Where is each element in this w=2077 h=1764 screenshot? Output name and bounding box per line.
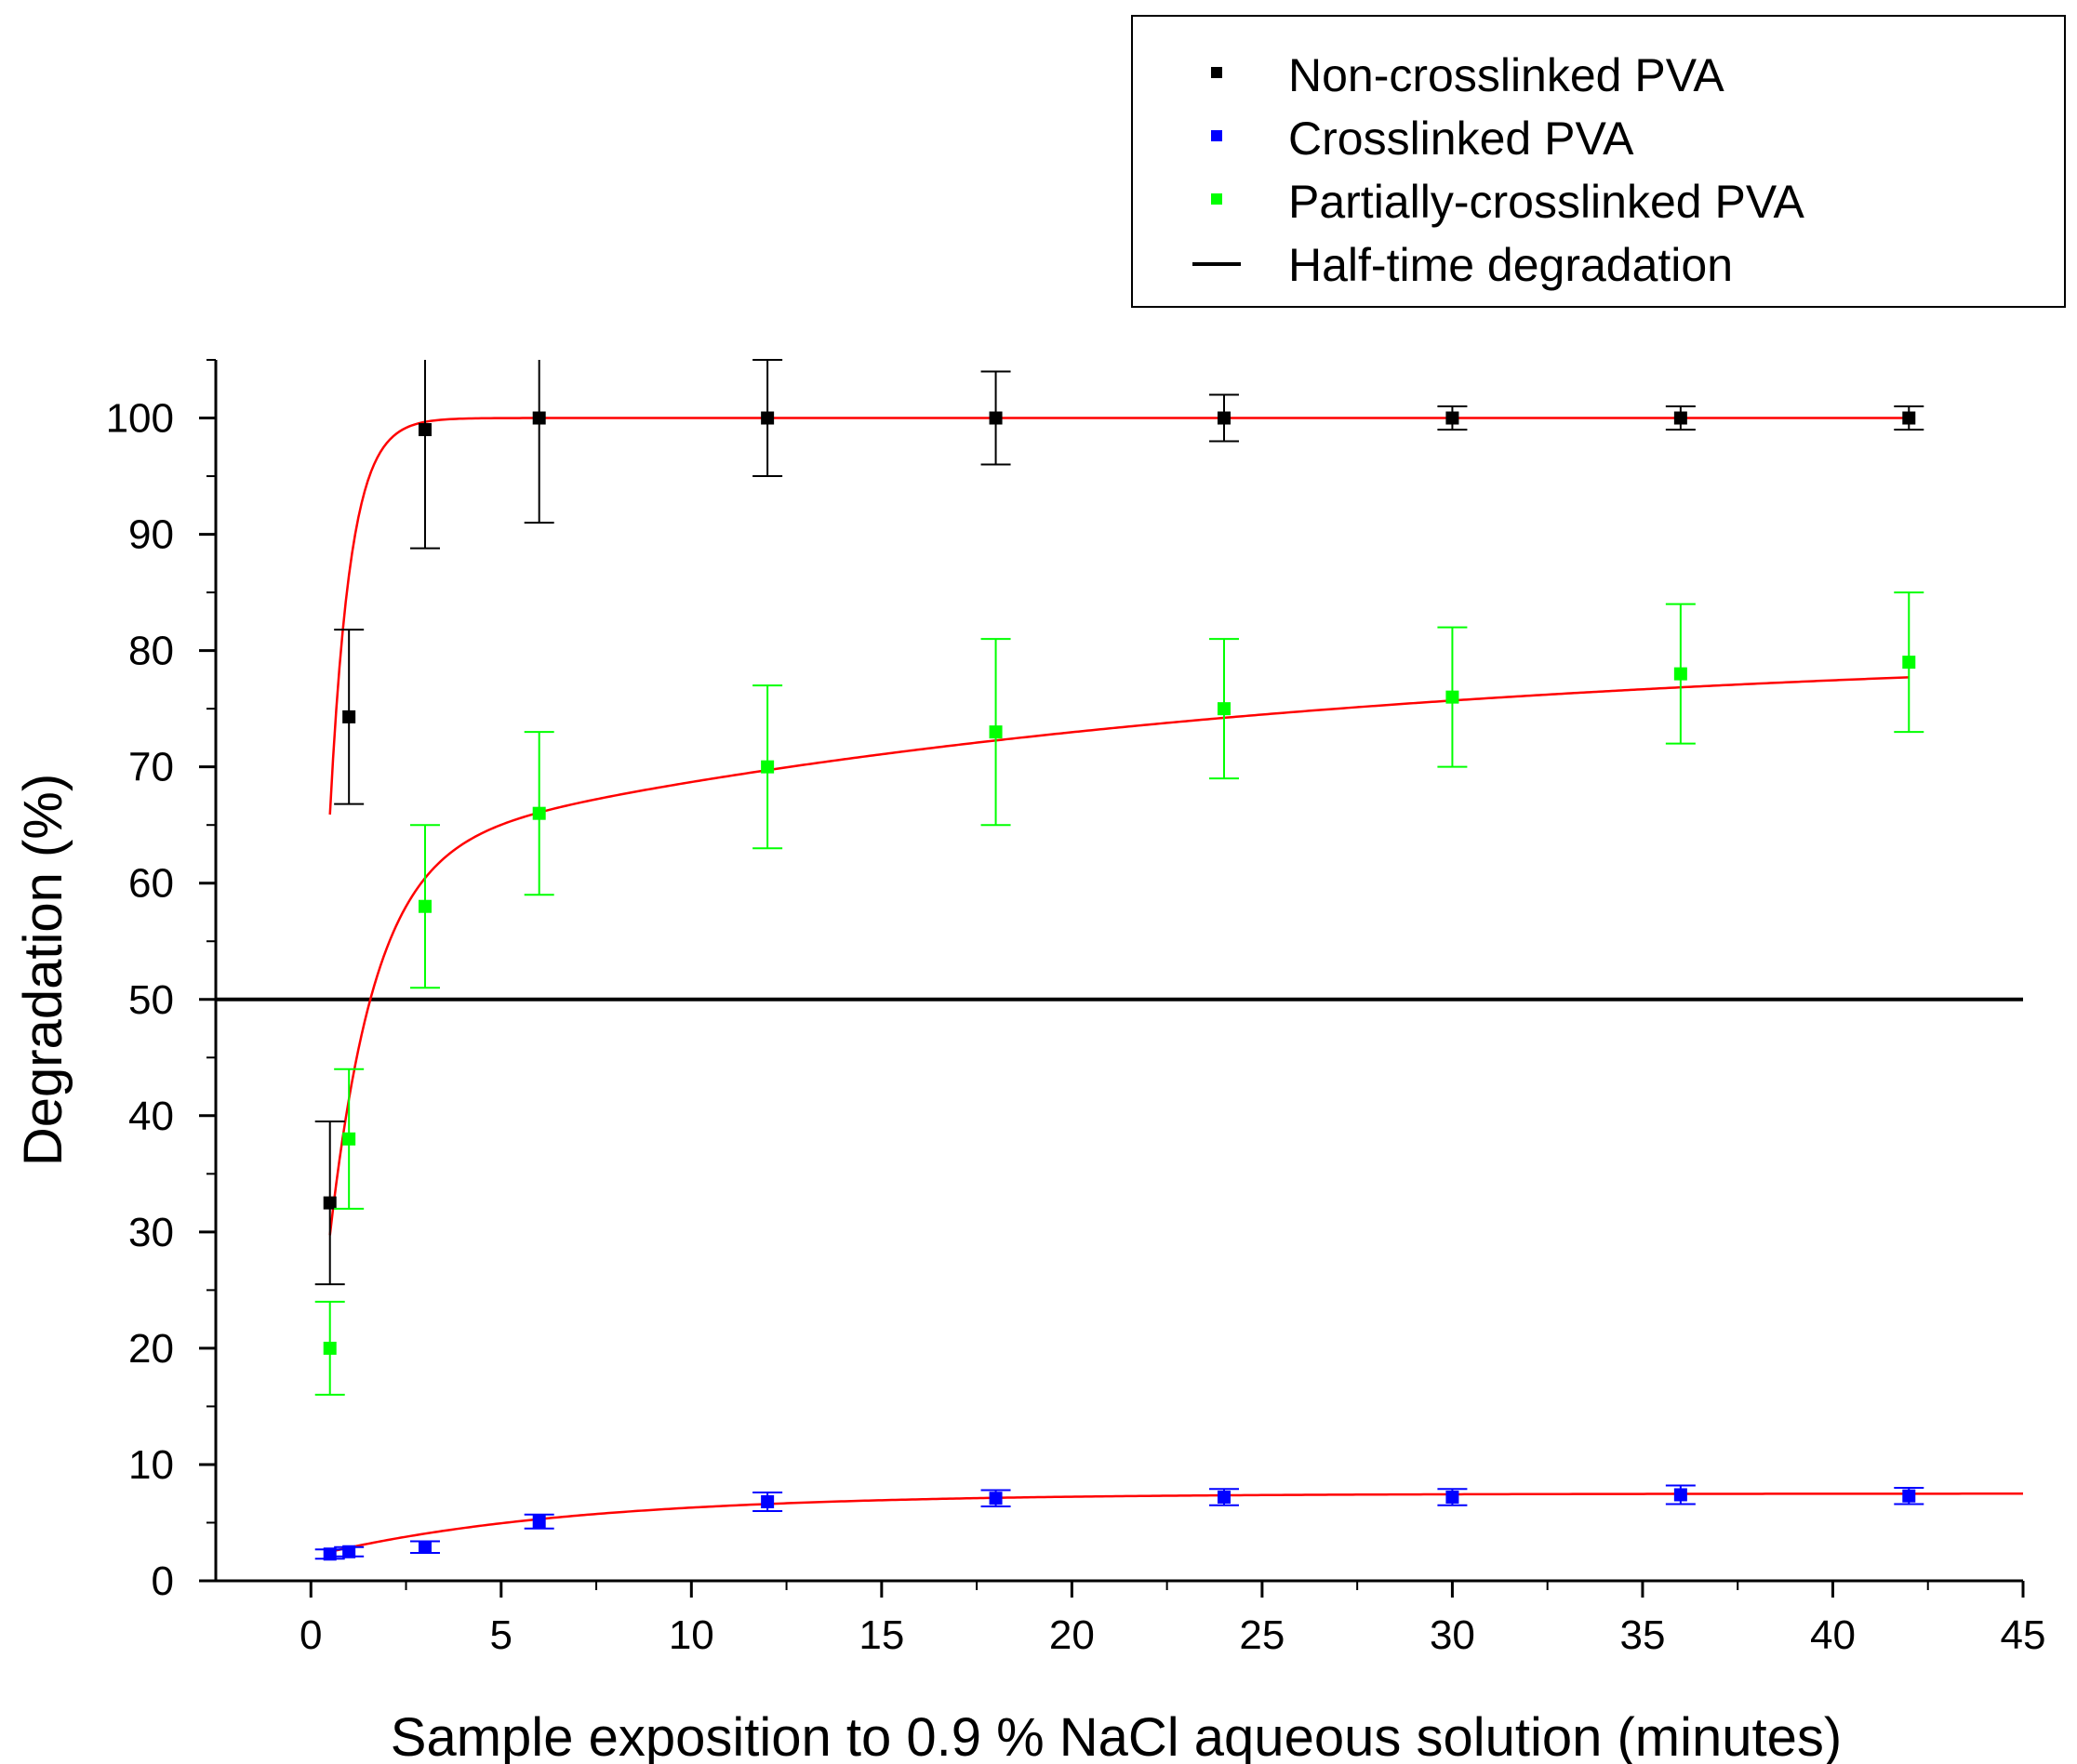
data-point xyxy=(1673,667,1687,681)
legend: Non-crosslinked PVA Crosslinked PVA Part… xyxy=(1131,15,2066,308)
data-point xyxy=(418,1540,432,1554)
data-point xyxy=(323,1547,337,1561)
x-tick-label: 20 xyxy=(1049,1612,1095,1658)
data-point xyxy=(1217,1490,1231,1504)
data-point xyxy=(1217,702,1231,716)
x-tick-label: 25 xyxy=(1239,1612,1285,1658)
data-point xyxy=(418,423,432,437)
y-tick-label: 10 xyxy=(128,1442,174,1488)
y-tick-label: 70 xyxy=(128,745,174,790)
legend-label-non-crosslinked: Non-crosslinked PVA xyxy=(1288,49,1724,101)
data-point xyxy=(1445,690,1459,704)
data-point xyxy=(323,1341,337,1355)
data-point xyxy=(761,411,775,425)
fit-curves xyxy=(328,417,2023,1554)
y-tick-label: 90 xyxy=(128,512,174,558)
data-point xyxy=(342,1545,356,1558)
x-tick-label: 0 xyxy=(300,1612,322,1658)
y-tick-label: 80 xyxy=(128,629,174,674)
data-point xyxy=(1673,1488,1687,1502)
data-point xyxy=(989,725,1003,739)
data-point xyxy=(418,899,432,913)
data-point xyxy=(342,710,356,723)
data-point xyxy=(532,411,546,425)
x-axis-title: Sample exposition to 0.9 % NaCl aqueous … xyxy=(391,1707,1842,1764)
y-tick-label: 40 xyxy=(128,1094,174,1139)
data-point xyxy=(989,411,1003,425)
series-non-crosslinked xyxy=(314,359,1924,1286)
legend-label-half-time: Half-time degradation xyxy=(1288,239,1733,291)
data-point xyxy=(1445,411,1459,425)
y-axis-title: Degradation (%) xyxy=(13,774,73,1166)
data-point xyxy=(761,1494,775,1508)
series-crosslinked xyxy=(314,1484,1924,1561)
data-point xyxy=(1445,1490,1459,1504)
legend-marker-non-crosslinked xyxy=(1211,67,1222,78)
series-partially-crosslinked xyxy=(314,591,1924,1396)
data-point xyxy=(1902,411,1916,425)
data-point xyxy=(342,1132,356,1146)
fit-curve-non-crosslinked xyxy=(328,417,1910,816)
y-tick-label: 50 xyxy=(128,977,174,1023)
fit-curve-crosslinked xyxy=(329,1492,2023,1554)
legend-marker-partially-crosslinked xyxy=(1211,193,1222,205)
x-tick-label: 35 xyxy=(1619,1612,1665,1658)
x-tick-label: 10 xyxy=(669,1612,714,1658)
data-point xyxy=(989,1492,1003,1505)
x-tick-label: 45 xyxy=(2001,1612,2046,1658)
x-tick-label: 15 xyxy=(859,1612,904,1658)
data-point xyxy=(1902,656,1916,670)
data-point xyxy=(323,1196,337,1210)
y-tick-label: 60 xyxy=(128,861,174,907)
y-ticks: 0 10 20 30 40 50 60 70 80 90 100 xyxy=(106,359,216,1604)
y-tick-label: 30 xyxy=(128,1210,174,1255)
fit-curve-partially-crosslinked xyxy=(328,676,1910,1236)
data-point xyxy=(1217,411,1231,425)
legend-box xyxy=(1131,15,2066,308)
x-tick-label: 5 xyxy=(490,1612,513,1658)
legend-label-partially-crosslinked: Partially-crosslinked PVA xyxy=(1288,176,1804,228)
legend-label-crosslinked: Crosslinked PVA xyxy=(1288,113,1634,165)
x-tick-label: 40 xyxy=(1810,1612,1856,1658)
data-point xyxy=(761,760,775,774)
y-tick-label: 100 xyxy=(106,396,174,442)
y-tick-label: 20 xyxy=(128,1326,174,1372)
legend-marker-crosslinked xyxy=(1211,130,1222,141)
data-point xyxy=(1673,411,1687,425)
data-points xyxy=(314,359,1924,1561)
y-tick-label: 0 xyxy=(152,1558,174,1604)
data-point xyxy=(1902,1489,1916,1503)
x-tick-label: 30 xyxy=(1430,1612,1475,1658)
x-ticks: 0 5 10 15 20 25 30 35 40 45 xyxy=(300,1581,2045,1658)
data-point xyxy=(532,806,546,820)
data-point xyxy=(532,1515,546,1529)
